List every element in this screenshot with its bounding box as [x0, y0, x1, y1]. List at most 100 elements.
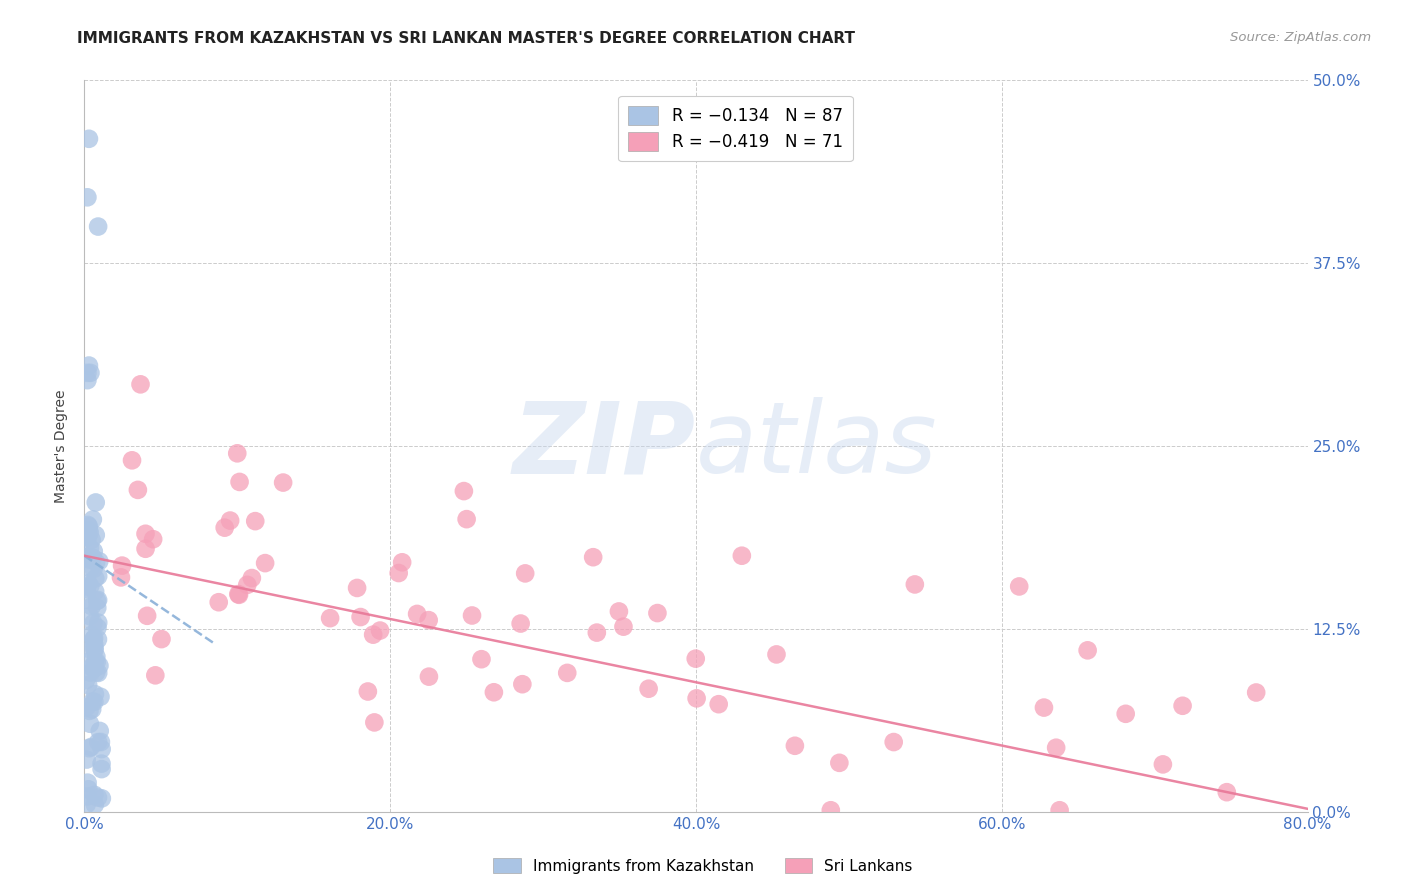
- Point: [80, 599, 103, 614]
- Point: [135, 526, 157, 541]
- Y-axis label: Master's Degree: Master's Degree: [55, 389, 69, 503]
- Point: [150, 632, 173, 646]
- Point: [79, 366, 101, 380]
- Point: [135, 541, 157, 556]
- Point: [79, 642, 101, 657]
- Point: [76, 797, 98, 811]
- Point: [83, 662, 105, 676]
- Point: [582, 550, 605, 565]
- Point: [482, 685, 505, 699]
- Point: [90, 742, 112, 756]
- Point: [83, 562, 105, 576]
- Point: [1115, 706, 1137, 721]
- Point: [1216, 785, 1239, 799]
- Point: [77, 359, 100, 373]
- Point: [453, 484, 475, 499]
- Point: [84, 555, 107, 569]
- Point: [357, 684, 380, 698]
- Point: [368, 624, 391, 638]
- Point: [82, 616, 104, 631]
- Point: [87, 735, 110, 749]
- Point: [904, 577, 927, 591]
- Point: [90, 791, 112, 805]
- Point: [76, 529, 98, 543]
- Point: [555, 665, 578, 680]
- Point: [84, 655, 107, 669]
- Point: [1033, 700, 1056, 714]
- Point: [110, 570, 132, 584]
- Point: [83, 695, 105, 709]
- Point: [1049, 803, 1071, 817]
- Point: [391, 555, 413, 569]
- Point: [1171, 698, 1194, 713]
- Point: [76, 373, 98, 387]
- Point: [612, 620, 634, 634]
- Point: [76, 789, 98, 804]
- Point: [76, 700, 98, 714]
- Text: Source: ZipAtlas.com: Source: ZipAtlas.com: [1230, 31, 1371, 45]
- Point: [512, 677, 534, 691]
- Point: [783, 739, 806, 753]
- Point: [731, 549, 754, 563]
- Point: [142, 532, 165, 546]
- Point: [79, 525, 101, 540]
- Point: [79, 704, 101, 718]
- Text: atlas: atlas: [696, 398, 938, 494]
- Point: [86, 621, 108, 635]
- Point: [83, 632, 105, 647]
- Point: [363, 715, 385, 730]
- Point: [90, 735, 112, 749]
- Point: [77, 530, 100, 544]
- Point: [685, 691, 707, 706]
- Point: [214, 521, 236, 535]
- Point: [87, 665, 110, 680]
- Point: [75, 550, 97, 565]
- Point: [90, 762, 112, 776]
- Point: [236, 578, 259, 592]
- Point: [1327, 607, 1350, 622]
- Point: [1008, 579, 1031, 593]
- Point: [1077, 643, 1099, 657]
- Point: [87, 615, 110, 630]
- Point: [79, 609, 101, 624]
- Point: [1152, 757, 1174, 772]
- Point: [219, 514, 242, 528]
- Point: [1045, 740, 1067, 755]
- Point: [245, 514, 267, 528]
- Point: [86, 655, 108, 669]
- Point: [77, 552, 100, 566]
- Point: [76, 190, 98, 204]
- Point: [83, 640, 105, 655]
- Point: [271, 475, 294, 490]
- Point: [83, 631, 105, 645]
- Point: [80, 739, 103, 754]
- Point: [83, 643, 105, 657]
- Point: [80, 533, 103, 547]
- Point: [89, 690, 111, 704]
- Point: [228, 475, 250, 489]
- Point: [226, 446, 249, 460]
- Point: [828, 756, 851, 770]
- Point: [83, 788, 105, 802]
- Point: [82, 512, 104, 526]
- Point: [685, 651, 707, 665]
- Legend: R = −0.134   N = 87, R = −0.419   N = 71: R = −0.134 N = 87, R = −0.419 N = 71: [619, 96, 853, 161]
- Point: [76, 775, 98, 789]
- Point: [418, 613, 440, 627]
- Point: [470, 652, 492, 666]
- Point: [129, 377, 152, 392]
- Point: [79, 665, 101, 680]
- Point: [80, 628, 103, 642]
- Point: [89, 658, 111, 673]
- Point: [79, 716, 101, 731]
- Point: [319, 611, 342, 625]
- Point: [127, 483, 149, 497]
- Point: [418, 670, 440, 684]
- Point: [87, 790, 110, 805]
- Point: [87, 593, 110, 607]
- Point: [89, 723, 111, 738]
- Point: [406, 607, 429, 621]
- Point: [86, 594, 108, 608]
- Point: [86, 600, 108, 615]
- Point: [86, 649, 108, 664]
